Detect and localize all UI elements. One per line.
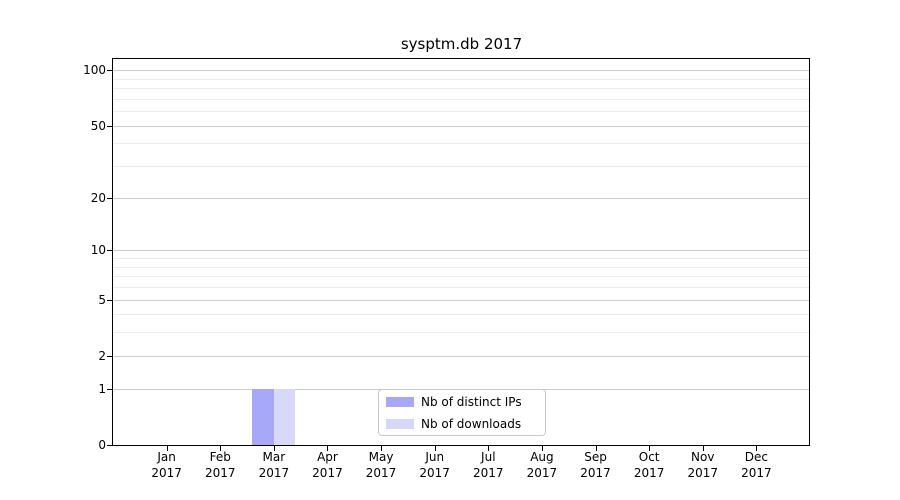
x-tick-label-month: Apr — [317, 450, 338, 464]
y-axis-tick — [107, 388, 113, 390]
y-axis-tick — [107, 355, 113, 357]
x-tick-label: Jul 2017 — [456, 450, 520, 481]
y-gridline-minor — [113, 332, 810, 334]
x-axis-tick — [649, 446, 651, 451]
x-tick-label: Nov 2017 — [671, 450, 735, 481]
x-tick-label-month: Oct — [638, 450, 660, 464]
y-tick-label: 1 — [98, 381, 106, 396]
y-tick-label: 100 — [83, 63, 106, 78]
y-gridline-minor — [113, 266, 810, 268]
y-tick-label: 0 — [98, 438, 106, 452]
x-tick-label-month: May — [368, 450, 394, 464]
x-axis-tick — [541, 446, 543, 451]
y-gridline-major — [113, 70, 810, 72]
y-tick-label: 20 — [90, 190, 106, 205]
x-axis-tick — [381, 446, 383, 451]
x-axis-tick — [595, 446, 597, 451]
x-tick-label-year: 2017 — [687, 465, 719, 480]
x-tick-label-year: 2017 — [633, 465, 665, 480]
y-gridline-minor — [113, 314, 810, 316]
y-gridline-minor — [113, 143, 810, 145]
y-gridline-major — [113, 355, 810, 357]
legend-swatch-downloads — [386, 418, 414, 429]
x-tick-label: Oct 2017 — [617, 450, 681, 481]
x-tick-label: May 2017 — [349, 450, 413, 481]
x-tick-label-month: Nov — [691, 450, 715, 464]
y-gridline-major — [113, 197, 810, 199]
x-tick-label-year: 2017 — [419, 465, 450, 480]
x-tick-label-year: 2017 — [312, 465, 343, 480]
y-gridline-minor — [113, 286, 810, 288]
x-tick-label-year: 2017 — [526, 465, 558, 480]
x-tick-label-month: Mar — [262, 450, 286, 464]
x-tick-label-month: Dec — [744, 450, 768, 464]
x-axis-tick — [220, 446, 222, 451]
chart-title: sysptm.db 2017 — [400, 35, 523, 53]
bar-nb-of-downloads — [273, 388, 296, 445]
x-tick-label-month: Jan — [157, 450, 176, 464]
x-axis-tick — [434, 446, 436, 451]
y-tick-label: 2 — [98, 348, 106, 363]
x-tick-label: Mar 2017 — [242, 450, 306, 481]
legend-label-distinct-ips: Nb of distinct IPs — [421, 394, 522, 409]
plot-area — [113, 59, 810, 445]
x-tick-label-year: 2017 — [580, 465, 611, 480]
y-gridline-major — [113, 250, 810, 252]
x-tick-label-year: 2017 — [473, 465, 504, 480]
x-tick-label-year: 2017 — [365, 465, 397, 480]
y-gridline-minor — [113, 78, 810, 80]
x-tick-label: Feb 2017 — [188, 450, 252, 481]
x-tick-label-year: 2017 — [258, 465, 290, 480]
x-tick-label-month: Sep — [584, 450, 607, 464]
x-axis-tick — [327, 446, 329, 451]
x-tick-label: Aug 2017 — [510, 450, 574, 481]
x-axis-tick — [756, 446, 758, 451]
y-tick-label: 5 — [98, 292, 106, 307]
y-axis-tick — [107, 299, 113, 301]
legend-item-downloads: Nb of downloads — [386, 417, 545, 431]
x-tick-label: Jun 2017 — [403, 450, 467, 481]
x-tick-label-month: Jun — [425, 450, 445, 464]
bar-nb-of-distinct-ips — [252, 388, 274, 445]
y-gridline-minor — [113, 111, 810, 113]
y-tick-label: 50 — [90, 118, 106, 133]
y-axis-tick — [107, 70, 113, 72]
x-tick-label-year: 2017 — [741, 465, 772, 480]
y-axis-tick — [107, 250, 113, 252]
x-tick-label: Apr 2017 — [295, 450, 359, 481]
legend-item-distinct-ips: Nb of distinct IPs — [386, 395, 545, 409]
y-axis-tick — [107, 197, 113, 199]
x-tick-label-year: 2017 — [151, 465, 182, 480]
y-axis-tick — [107, 125, 113, 127]
y-tick-label: 10 — [90, 243, 106, 258]
x-tick-label-month: Jul — [481, 450, 496, 464]
x-tick-label: Sep 2017 — [564, 450, 628, 481]
y-axis-tick — [107, 445, 113, 446]
y-gridline-minor — [113, 166, 810, 168]
y-gridline-minor — [113, 88, 810, 90]
x-tick-label-month: Feb — [209, 450, 231, 464]
y-gridline-major — [113, 299, 810, 301]
legend-swatch-distinct-ips — [386, 396, 414, 407]
y-gridline-minor — [113, 276, 810, 278]
x-tick-label-year: 2017 — [204, 465, 236, 480]
x-axis-tick — [166, 446, 168, 451]
legend-label-downloads: Nb of downloads — [421, 416, 522, 431]
x-tick-label: Dec 2017 — [724, 450, 788, 481]
y-gridline-minor — [113, 258, 810, 260]
legend: Nb of distinct IPs Nb of downloads — [378, 389, 546, 436]
x-axis-tick — [273, 446, 275, 451]
y-gridline-major — [113, 125, 810, 127]
x-axis-tick — [488, 446, 490, 451]
x-axis-tick — [702, 446, 704, 451]
y-gridline-minor — [113, 98, 810, 100]
x-tick-label: Jan 2017 — [135, 450, 199, 481]
x-tick-label-month: Aug — [530, 450, 554, 464]
